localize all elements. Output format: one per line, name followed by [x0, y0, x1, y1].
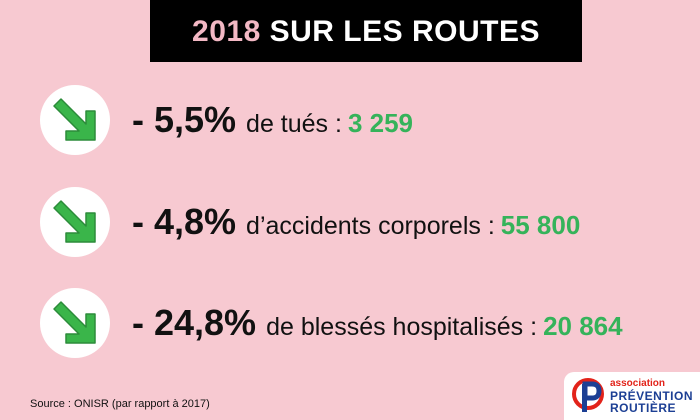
stat-label: de blessés hospitalisés : — [266, 313, 538, 341]
arrow-down-right-icon — [40, 187, 110, 257]
arrow-down-right-icon — [40, 288, 110, 358]
stat-text: - 24,8% de blessés hospitalisés : 20 864 — [132, 302, 623, 344]
arrow-down-right-icon — [40, 85, 110, 155]
logo-text: association PRÉVENTION ROUTIÈRE — [610, 377, 694, 415]
prevention-routiere-logo: association PRÉVENTION ROUTIÈRE — [564, 372, 700, 420]
source-note: Source : ONISR (par rapport à 2017) — [30, 398, 210, 410]
stat-row-accidents: - 4,8% d’accidents corporels : 55 800 — [40, 187, 680, 257]
stat-label: de tués : — [246, 110, 342, 138]
stat-value: 3 259 — [347, 108, 414, 138]
title-rest: SUR LES ROUTES — [269, 15, 540, 48]
stat-text: - 5,5% de tués : 3 259 — [132, 99, 413, 141]
stat-value: 55 800 — [500, 210, 581, 240]
logo-line-association: association — [610, 377, 666, 389]
title-banner: 2018 SUR LES ROUTES — [150, 0, 582, 62]
stat-label: d’accidents corporels : — [246, 212, 495, 240]
stat-row-hospitalized: - 24,8% de blessés hospitalisés : 20 864 — [40, 288, 680, 358]
logo-line-routiere: ROUTIÈRE — [610, 400, 677, 415]
stat-text: - 4,8% d’accidents corporels : 55 800 — [132, 201, 580, 243]
stat-value: 20 864 — [543, 311, 623, 341]
stat-row-killed: - 5,5% de tués : 3 259 — [40, 85, 680, 155]
stat-percent: - 5,5% — [132, 99, 237, 140]
title-year: 2018 — [192, 15, 261, 48]
stat-percent: - 24,8% — [132, 302, 257, 343]
page-title: 2018 SUR LES ROUTES — [192, 15, 540, 49]
stat-percent: - 4,8% — [132, 201, 237, 242]
logo-line-prevention: PRÉVENTION — [610, 388, 694, 403]
prevention-routiere-logo-icon — [572, 376, 606, 416]
